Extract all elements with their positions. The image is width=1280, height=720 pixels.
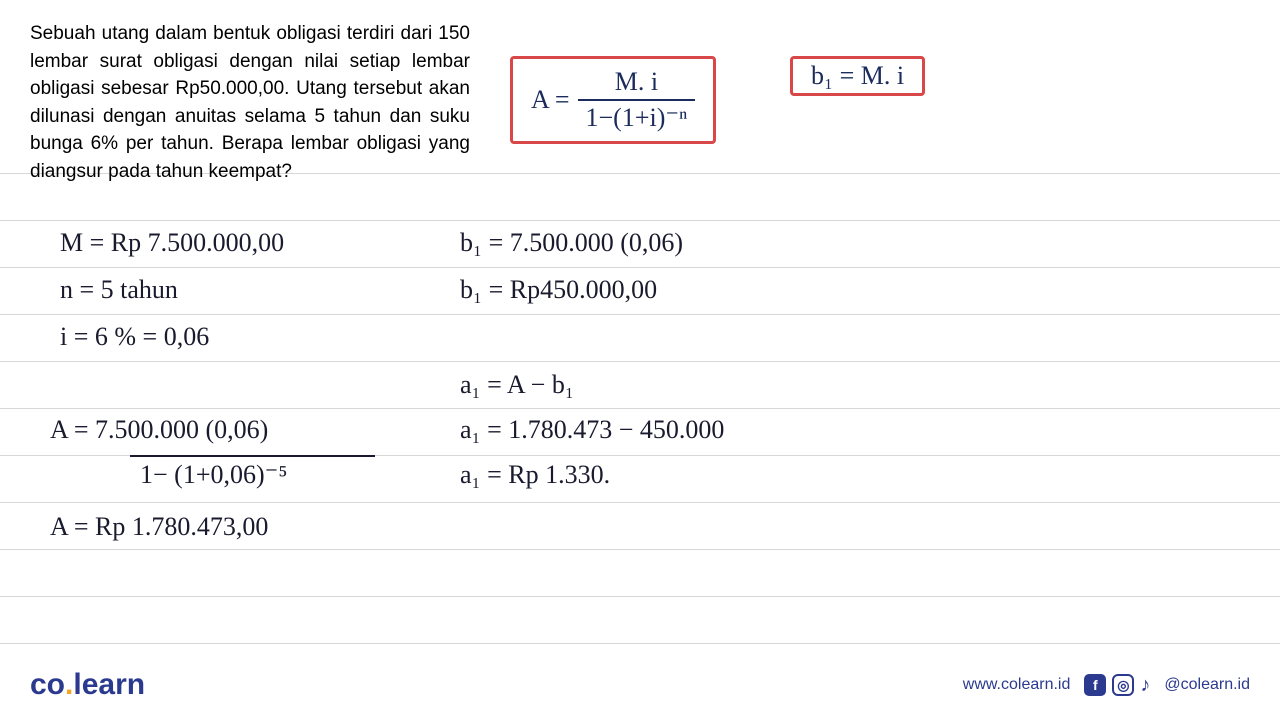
logo-learn: learn bbox=[73, 668, 145, 701]
brand-logo: co.learn bbox=[30, 668, 145, 702]
work-m: M = Rp 7.500.000,00 bbox=[60, 228, 284, 258]
footer: co.learn www.colearn.id f ◎ ♪ @colearn.i… bbox=[0, 668, 1280, 702]
tiktok-icon: ♪ bbox=[1140, 674, 1150, 697]
social-icons: f ◎ ♪ bbox=[1084, 674, 1150, 697]
brand-handle: @colearn.id bbox=[1164, 676, 1250, 694]
work-a-value: A = Rp 1.780.473,00 bbox=[50, 512, 268, 542]
work-a1-formula: a₁ = A − b₁ bbox=[460, 370, 574, 400]
formula-a-lhs: A = bbox=[531, 85, 570, 115]
work-a-fraction-line bbox=[130, 455, 375, 457]
facebook-icon: f bbox=[1084, 674, 1106, 696]
formula-annuity: A = M. i 1−(1+i)⁻ⁿ bbox=[510, 56, 716, 144]
work-a1-calc: a₁ = 1.780.473 − 450.000 bbox=[460, 415, 724, 445]
work-i: i = 6 % = 0,06 bbox=[60, 322, 209, 352]
formula-b-text: b₁ = M. i bbox=[811, 61, 904, 91]
instagram-icon: ◎ bbox=[1112, 674, 1134, 696]
brand-url: www.colearn.id bbox=[963, 676, 1071, 694]
work-b1-calc: b₁ = 7.500.000 (0,06) bbox=[460, 228, 683, 258]
work-n: n = 5 tahun bbox=[60, 275, 178, 305]
work-b1-value: b₁ = Rp450.000,00 bbox=[460, 275, 657, 305]
work-a1-value: a₁ = Rp 1.330. bbox=[460, 460, 610, 490]
formula-a-numerator: M. i bbox=[578, 67, 696, 99]
work-a-denominator: 1− (1+0,06)⁻⁵ bbox=[140, 460, 287, 490]
work-a-numerator: A = 7.500.000 (0,06) bbox=[50, 415, 268, 445]
formula-b1: b₁ = M. i bbox=[790, 56, 925, 96]
formula-a-denominator: 1−(1+i)⁻ⁿ bbox=[578, 99, 696, 133]
logo-co: co bbox=[30, 668, 65, 701]
problem-statement: Sebuah utang dalam bentuk obligasi terdi… bbox=[30, 20, 470, 185]
